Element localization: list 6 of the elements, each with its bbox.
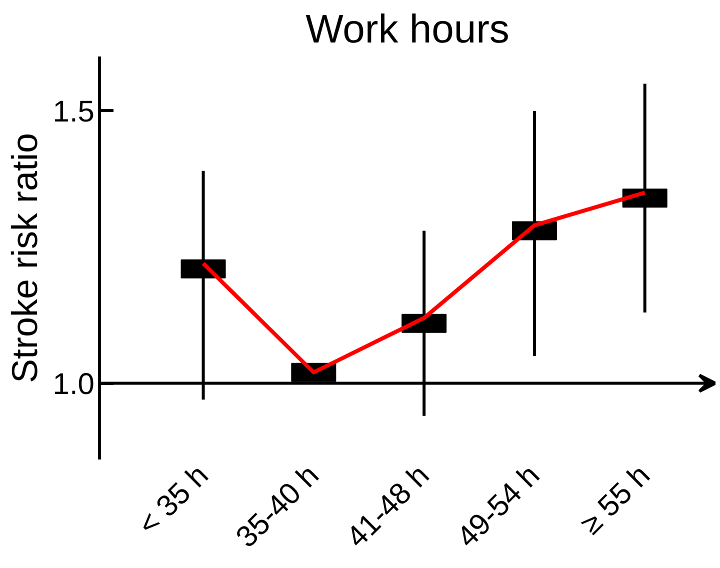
x-tick-label: < 35 h bbox=[132, 458, 215, 542]
y-tick-label: 1.0 bbox=[52, 368, 95, 401]
y-axis-title: Stroke risk ratio bbox=[4, 132, 45, 384]
x-tick-label: ≥ 55 h bbox=[574, 458, 657, 541]
chart-title: Work hours bbox=[306, 8, 510, 52]
y-tick-label: 1.5 bbox=[52, 95, 95, 128]
